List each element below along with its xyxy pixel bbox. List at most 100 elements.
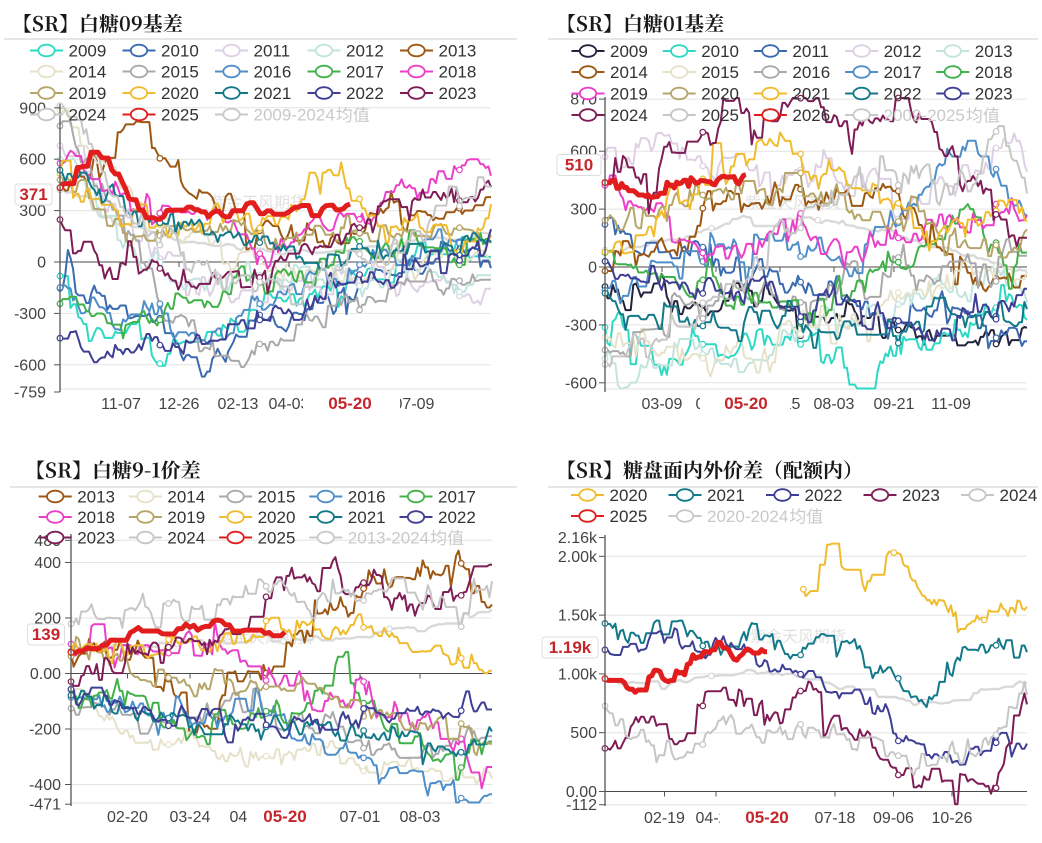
svg-text:2023: 2023 xyxy=(77,529,115,548)
svg-text:07-01: 07-01 xyxy=(340,809,381,826)
svg-text:2021: 2021 xyxy=(254,84,292,103)
svg-text:2021: 2021 xyxy=(707,486,745,505)
svg-text:2016: 2016 xyxy=(254,63,292,82)
svg-text:2018: 2018 xyxy=(439,63,477,82)
svg-text:2025: 2025 xyxy=(610,507,648,526)
svg-text:2018: 2018 xyxy=(77,508,115,527)
svg-text:-600: -600 xyxy=(14,357,46,374)
svg-text:07-09: 07-09 xyxy=(394,396,435,413)
svg-text:0.00: 0.00 xyxy=(30,666,61,683)
svg-text:2014: 2014 xyxy=(610,63,648,82)
svg-text:2021: 2021 xyxy=(348,508,386,527)
svg-text:-759: -759 xyxy=(14,385,46,402)
svg-text:1.00k: 1.00k xyxy=(558,666,598,683)
svg-text:-400: -400 xyxy=(29,777,61,794)
svg-text:2024: 2024 xyxy=(1000,486,1038,505)
svg-text:2023: 2023 xyxy=(975,85,1013,104)
svg-text:2020: 2020 xyxy=(701,85,739,104)
svg-text:510: 510 xyxy=(565,156,593,175)
svg-text:0: 0 xyxy=(588,260,597,277)
svg-text:2017: 2017 xyxy=(438,488,476,507)
svg-text:1.19k: 1.19k xyxy=(549,638,592,657)
svg-text:2013: 2013 xyxy=(77,488,115,507)
svg-text:2011: 2011 xyxy=(792,42,829,61)
svg-text:05-20: 05-20 xyxy=(263,807,306,826)
svg-text:2025: 2025 xyxy=(258,529,296,548)
svg-text:2013: 2013 xyxy=(439,42,477,61)
svg-text:300: 300 xyxy=(19,203,46,220)
svg-text:500: 500 xyxy=(570,725,597,742)
svg-text:05-20: 05-20 xyxy=(724,394,767,413)
svg-text:-471: -471 xyxy=(29,797,61,814)
svg-text:02-13: 02-13 xyxy=(218,396,259,413)
svg-text:2009-2025: 2009-2025 xyxy=(884,106,965,125)
svg-text:2024: 2024 xyxy=(167,529,205,548)
svg-text:2024: 2024 xyxy=(69,106,107,125)
svg-text:2015: 2015 xyxy=(161,63,199,82)
svg-text:05-20: 05-20 xyxy=(328,394,371,413)
svg-text:02-19: 02-19 xyxy=(644,810,685,827)
svg-text:2009: 2009 xyxy=(69,42,107,61)
svg-text:-300: -300 xyxy=(565,317,597,334)
svg-text:-112: -112 xyxy=(566,797,597,814)
svg-text:2009-2024: 2009-2024 xyxy=(254,106,335,125)
svg-text:2.00k: 2.00k xyxy=(558,549,598,566)
svg-text:2022: 2022 xyxy=(346,84,384,103)
svg-text:200: 200 xyxy=(34,611,61,628)
svg-text:2025: 2025 xyxy=(161,106,199,125)
svg-text:12-26: 12-26 xyxy=(159,396,200,413)
svg-text:2019: 2019 xyxy=(69,84,107,103)
svg-text:2019: 2019 xyxy=(610,85,648,104)
svg-text:2020: 2020 xyxy=(161,84,199,103)
svg-text:2015: 2015 xyxy=(258,488,296,507)
svg-text:2013-2024: 2013-2024 xyxy=(348,529,429,548)
svg-text:02-20: 02-20 xyxy=(107,809,148,826)
svg-text:09-06: 09-06 xyxy=(873,810,914,827)
svg-text:600: 600 xyxy=(19,152,46,169)
svg-text:2014: 2014 xyxy=(167,488,205,507)
svg-text:2009: 2009 xyxy=(610,42,648,61)
svg-text:2012: 2012 xyxy=(346,42,384,61)
svg-text:08-03: 08-03 xyxy=(814,396,855,413)
svg-text:2015: 2015 xyxy=(701,63,739,82)
svg-text:2010: 2010 xyxy=(701,42,739,61)
svg-text:400: 400 xyxy=(34,555,61,572)
svg-text:08-03: 08-03 xyxy=(400,809,441,826)
svg-text:11-09: 11-09 xyxy=(931,396,971,413)
svg-text:139: 139 xyxy=(32,625,60,644)
svg-text:10-26: 10-26 xyxy=(932,810,973,827)
svg-text:2014: 2014 xyxy=(69,63,107,82)
svg-text:2022: 2022 xyxy=(805,486,843,505)
svg-text:2010: 2010 xyxy=(161,42,199,61)
svg-text:03-09: 03-09 xyxy=(642,396,683,413)
svg-text:2017: 2017 xyxy=(346,63,384,82)
svg-text:0: 0 xyxy=(37,255,46,272)
svg-text:2016: 2016 xyxy=(792,63,830,82)
svg-text:05-20: 05-20 xyxy=(745,808,788,827)
svg-text:11-07: 11-07 xyxy=(101,396,141,413)
svg-text:-200: -200 xyxy=(29,722,61,739)
svg-text:-600: -600 xyxy=(565,375,597,392)
svg-text:09-21: 09-21 xyxy=(874,396,915,413)
svg-text:-300: -300 xyxy=(14,306,46,323)
svg-text:2021: 2021 xyxy=(792,85,830,104)
svg-text:1.50k: 1.50k xyxy=(558,608,598,625)
svg-text:2016: 2016 xyxy=(348,488,386,507)
svg-text:371: 371 xyxy=(19,185,47,204)
svg-text:2026: 2026 xyxy=(792,106,830,125)
svg-text:0.00: 0.00 xyxy=(566,784,597,801)
svg-text:07-18: 07-18 xyxy=(815,810,856,827)
svg-text:2018: 2018 xyxy=(975,63,1013,82)
svg-text:2012: 2012 xyxy=(884,42,922,61)
svg-text:2024: 2024 xyxy=(610,106,648,125)
svg-text:2022: 2022 xyxy=(884,85,922,104)
svg-text:2017: 2017 xyxy=(884,63,922,82)
svg-text:300: 300 xyxy=(570,202,597,219)
svg-text:2011: 2011 xyxy=(254,42,291,61)
svg-text:04-03: 04-03 xyxy=(269,396,310,413)
svg-text:2023: 2023 xyxy=(439,84,477,103)
svg-text:2020: 2020 xyxy=(610,486,648,505)
svg-text:2.16k: 2.16k xyxy=(558,530,598,547)
svg-text:2020-2024: 2020-2024 xyxy=(707,507,788,526)
svg-text:2013: 2013 xyxy=(975,42,1013,61)
